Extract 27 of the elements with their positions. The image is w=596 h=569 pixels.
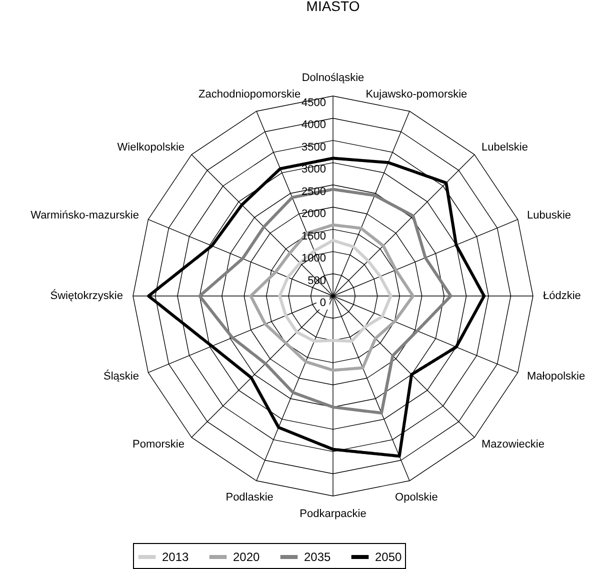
y-tick-label: 4500 bbox=[302, 97, 326, 109]
spoke-label: Dolnośląskie bbox=[302, 72, 364, 84]
spoke-label: Pomorskie bbox=[132, 438, 185, 450]
spoke-label: Podkarpackie bbox=[300, 508, 366, 520]
spoke-label: Wielkopolskie bbox=[117, 142, 185, 154]
spoke-label: Śląskie bbox=[104, 369, 139, 382]
spoke-label: Małopolskie bbox=[527, 370, 586, 382]
y-tick-label: 0 bbox=[320, 297, 326, 309]
spoke-label: Lubuskie bbox=[527, 210, 572, 222]
spoke-label: Warmińsko-mazurskie bbox=[30, 210, 139, 222]
spoke-label: Mazowieckie bbox=[481, 438, 544, 450]
legend-label: 2050 bbox=[375, 550, 402, 564]
spoke-label: Łódzkie bbox=[543, 290, 581, 302]
y-tick-label: 3000 bbox=[302, 164, 326, 176]
spoke-label: Kujawsko-pomorskie bbox=[366, 88, 468, 101]
y-tick-label: 4000 bbox=[302, 119, 326, 132]
spoke-label: Zachodniopomorskie bbox=[198, 88, 301, 101]
spoke-label: Podlaskie bbox=[226, 491, 274, 504]
y-tick-label: 3500 bbox=[302, 141, 326, 154]
legend-label: 2020 bbox=[233, 550, 260, 564]
legend-label: 2013 bbox=[162, 550, 190, 564]
chart-title: MIASTO bbox=[306, 0, 360, 14]
y-tick-label: 2000 bbox=[302, 208, 326, 220]
legend-label: 2035 bbox=[304, 550, 332, 564]
spoke-label: Świętokrzyskie bbox=[50, 289, 123, 302]
spoke-label: Opolskie bbox=[395, 491, 438, 504]
spoke-label: Lubelskie bbox=[481, 142, 528, 154]
